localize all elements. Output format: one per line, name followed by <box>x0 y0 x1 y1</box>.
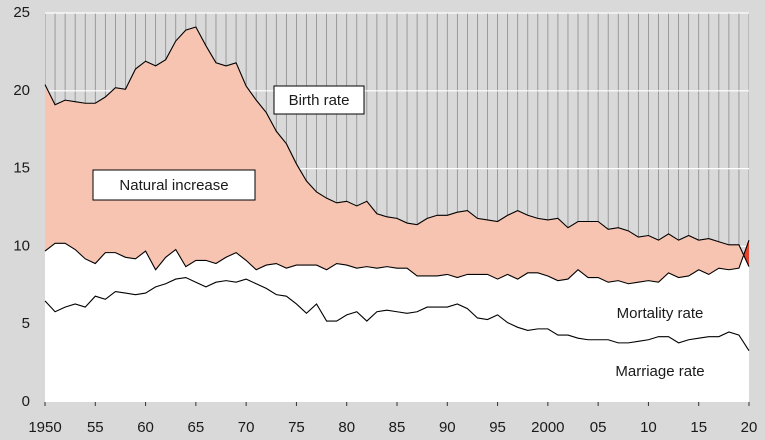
increase-clip <box>45 27 749 284</box>
x-tick-label: 95 <box>489 419 506 436</box>
series-line <box>44 239 750 285</box>
x-tick-label: 10 <box>640 419 657 436</box>
x-tick-label: 20 <box>741 419 758 436</box>
mortality-label: Mortality rate <box>617 305 704 322</box>
x-tick-label: 75 <box>288 419 305 436</box>
x-tick-label: 1950 <box>28 419 61 436</box>
x-tick-label: 05 <box>590 419 607 436</box>
marriage-label: Marriage rate <box>615 363 704 380</box>
increase-label-box <box>92 169 256 201</box>
birth-label-box <box>273 85 365 115</box>
series-line <box>44 276 750 351</box>
x-tick-label: 65 <box>188 419 205 436</box>
x-tick-label: 85 <box>389 419 406 436</box>
y-tick-label: 20 <box>13 82 30 99</box>
natural-increase-area <box>45 27 749 284</box>
birth-label: Birth rate <box>289 92 350 109</box>
x-tick-label: 70 <box>238 419 255 436</box>
x-tick-label: 60 <box>137 419 154 436</box>
x-tick-label: 2000 <box>531 419 564 436</box>
y-tick-label: 0 <box>22 393 30 410</box>
x-tick-label: 80 <box>338 419 355 436</box>
y-tick-label: 15 <box>13 160 30 177</box>
y-tick-label: 25 <box>13 4 30 21</box>
y-tick-label: 10 <box>13 237 30 254</box>
x-tick-label: 15 <box>690 419 707 436</box>
series-line <box>44 26 750 267</box>
increase-label: Natural increase <box>119 177 228 194</box>
x-tick-label: 55 <box>87 419 104 436</box>
y-tick-label: 5 <box>22 315 30 332</box>
x-tick-label: 90 <box>439 419 456 436</box>
